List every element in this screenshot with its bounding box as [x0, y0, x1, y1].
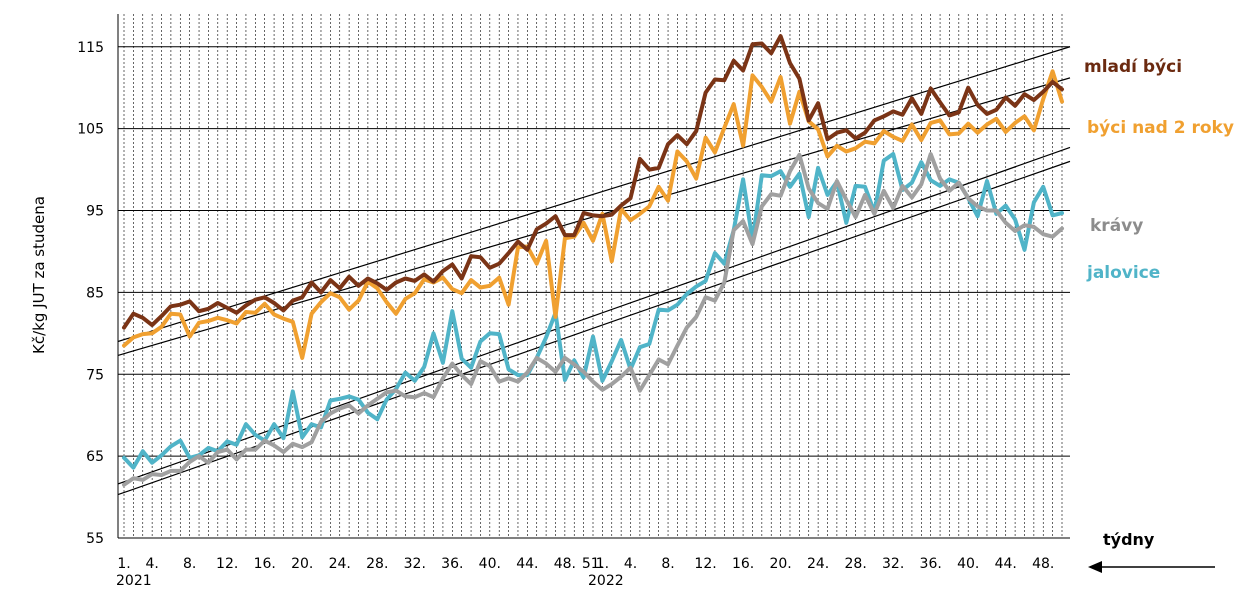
- x-tick-label: 48.: [554, 556, 576, 572]
- x-tick-labels: 1. 4. 8. 12. 16. 20. 24. 28. 32. 36. 40. 44. 48. 51.1…: [117, 556, 1054, 572]
- x-tick-label: 1.: [596, 556, 609, 572]
- y-tick-label: 85: [86, 285, 104, 301]
- x-tick-label: 24.: [807, 556, 829, 572]
- x-tick-label: 20.: [291, 556, 313, 572]
- x-tick-label: 28.: [845, 556, 867, 572]
- y-tick-label: 95: [86, 204, 104, 220]
- year-label-2021: 2021: [116, 573, 152, 589]
- series-line: [122, 69, 1064, 360]
- weeks-caption: týdny: [1103, 530, 1155, 549]
- legend: mladí býci býci nad 2 roky krávy jalovice: [1084, 57, 1234, 283]
- series-line: [122, 152, 1064, 487]
- legend-entry: mladí býci: [1084, 57, 1182, 77]
- x-tick-label: 32.: [404, 556, 426, 572]
- series-lines: [122, 34, 1064, 487]
- x-tick-label: 12.: [216, 556, 238, 572]
- x-tick-label: 20.: [769, 556, 791, 572]
- x-tick-label: 44.: [995, 556, 1017, 572]
- x-tick-label: 48.: [1032, 556, 1054, 572]
- x-tick-label: 1.: [117, 556, 130, 572]
- x-tick-label: 40.: [957, 556, 979, 572]
- legend-entry: býci nad 2 roky: [1087, 118, 1234, 138]
- x-tick-label: 51.: [582, 556, 604, 572]
- x-tick-label: 8.: [661, 556, 674, 572]
- arrow-left-icon: [1088, 561, 1215, 573]
- x-tick-label: 16.: [254, 556, 276, 572]
- x-tick-label: 24.: [329, 556, 351, 572]
- legend-entry: jalovice: [1086, 263, 1160, 283]
- trendline: [117, 160, 1071, 496]
- y-tick-label: 115: [77, 40, 104, 56]
- y-tick-label: 55: [86, 531, 104, 547]
- legend-entry: krávy: [1090, 216, 1143, 236]
- horizontal-gridlines: [117, 14, 1070, 539]
- x-tick-label: 8.: [183, 556, 196, 572]
- year-label-2022: 2022: [588, 573, 624, 589]
- y-tick-labels: 55 65 75 85 95 105 115: [77, 40, 104, 547]
- y-tick-label: 75: [86, 367, 104, 383]
- x-tick-label: 16.: [732, 556, 754, 572]
- y-tick-label: 65: [86, 449, 104, 465]
- series-line: [122, 34, 1064, 330]
- x-tick-label: 32.: [882, 556, 904, 572]
- trendline: [117, 46, 1071, 343]
- x-tick-label: 36.: [920, 556, 942, 572]
- x-tick-label: 40.: [479, 556, 501, 572]
- vertical-gridlines: [123, 14, 1063, 538]
- y-tick-label: 105: [77, 122, 104, 138]
- y-axis-label: Kč/kg JUT za studena: [30, 196, 48, 354]
- x-tick-label: 4.: [145, 556, 158, 572]
- x-tick-label: 28.: [366, 556, 388, 572]
- x-tick-label: 44.: [516, 556, 538, 572]
- x-tick-label: 36.: [441, 556, 463, 572]
- x-tick-label: 4.: [624, 556, 637, 572]
- x-tick-label: 12.: [694, 556, 716, 572]
